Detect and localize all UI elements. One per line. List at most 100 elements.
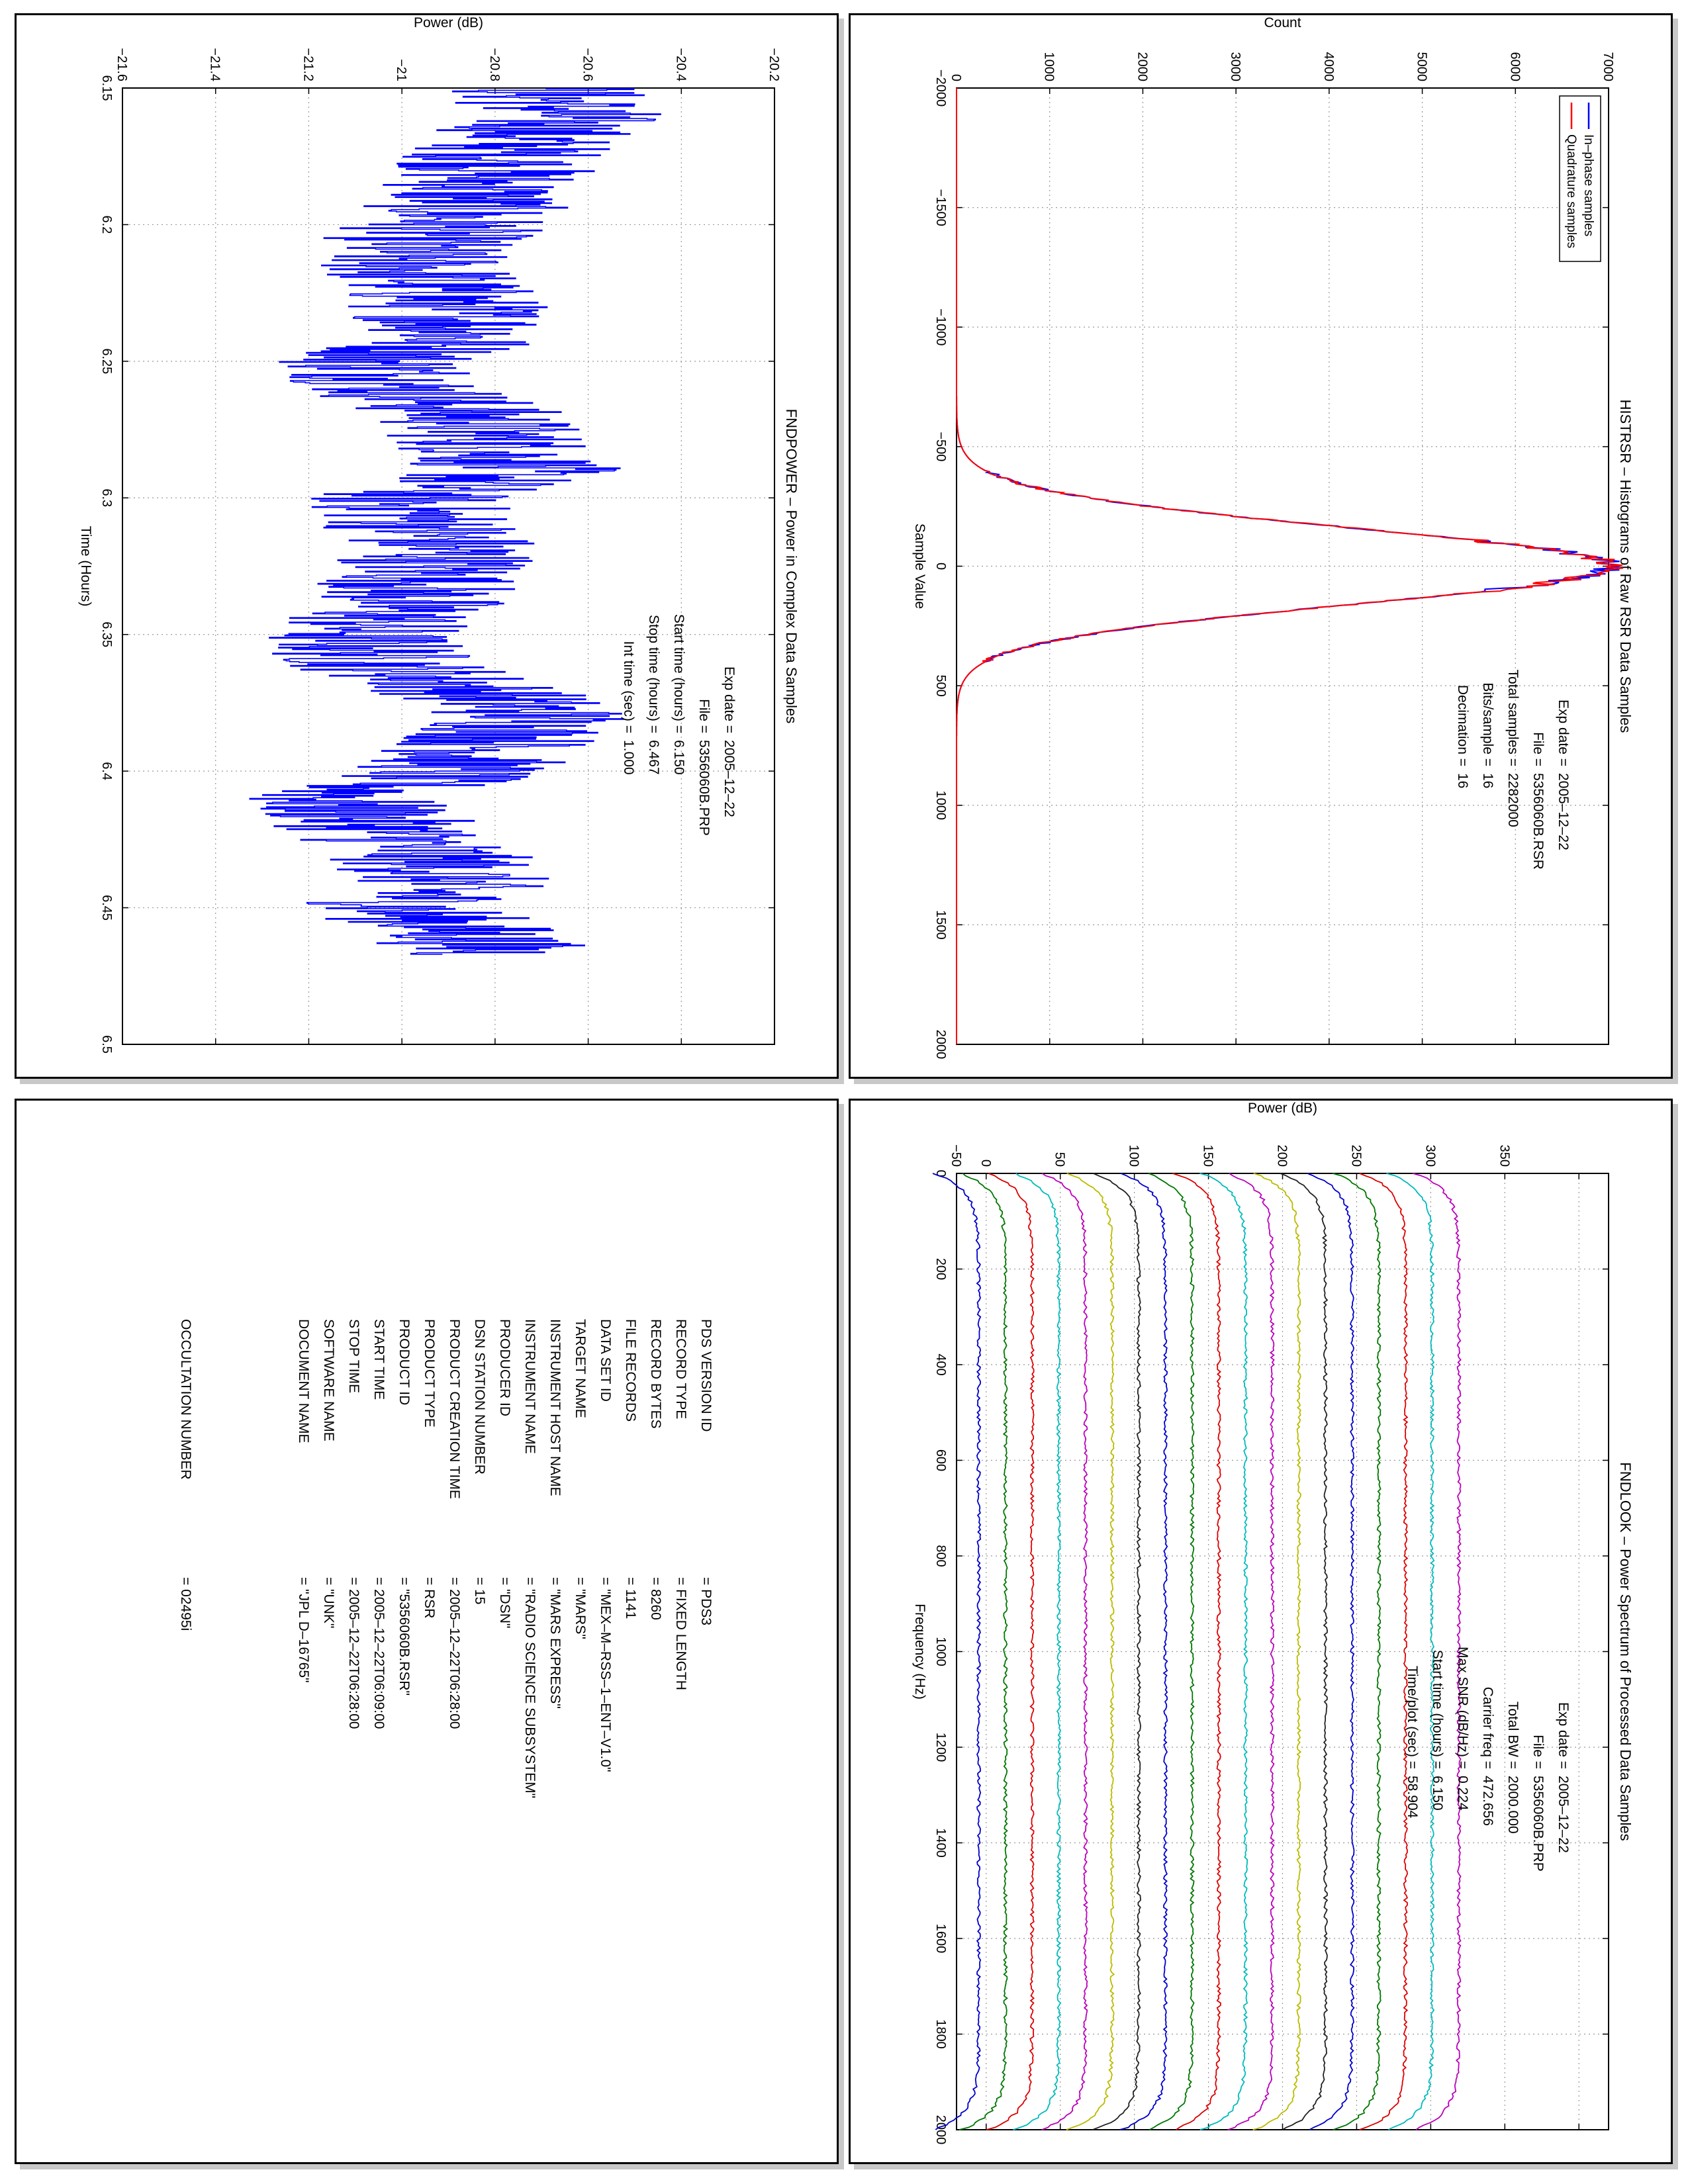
look-info-label: Max SNR (dB/Hz) = xyxy=(1455,1647,1470,1769)
hist-info-label: Decimation = xyxy=(1455,685,1470,766)
look-info-value: 2000.000 xyxy=(1505,1776,1521,1834)
spectrum-series-line xyxy=(986,1173,1035,2130)
x-tick-label: 200 xyxy=(933,1258,948,1280)
spectrum-series-line xyxy=(959,1173,1009,2130)
power-info-value: 6.150 xyxy=(671,740,686,775)
power-info-value: 1.000 xyxy=(621,740,636,775)
hist-info-value: 5356060B.RSR xyxy=(1530,773,1546,870)
x-tick-label: 1000 xyxy=(933,791,948,821)
look-info-value: 5356060B.PRP xyxy=(1530,1776,1546,1872)
look-info-label: Total BW = xyxy=(1505,1702,1521,1769)
legend-box xyxy=(1559,95,1601,262)
spectrum-series-line xyxy=(1172,1173,1222,2130)
look-info-label: Start time (hours) = xyxy=(1430,1650,1445,1769)
pds-label-panel: PDS VERSION ID = PDS3 RECORD TYPE = FIXED L… xyxy=(15,1099,839,2164)
y-tick-label: 6000 xyxy=(1507,52,1522,82)
x-axis-label: Sample Value xyxy=(912,523,927,609)
x-tick-label: 1400 xyxy=(933,1828,948,1858)
y-tick-label: 0 xyxy=(978,1160,993,1167)
x-tick-label: −1500 xyxy=(933,189,948,226)
fndlook-chart: 0200400600800100012001400160018002000−50… xyxy=(912,1101,1634,2145)
x-tick-label: 1500 xyxy=(933,910,948,940)
occultation-key: OCCULTATION NUMBER xyxy=(178,1319,193,1480)
power-info-label: File = xyxy=(696,699,712,733)
spectrum-series-line xyxy=(1386,1173,1435,2130)
look-info-value: 0.224 xyxy=(1455,1776,1470,1811)
label-value: = 2005–12–22T06:09:00 xyxy=(371,1577,387,1729)
label-value: = "5356060B.RSR" xyxy=(397,1577,412,1696)
label-key: DOCUMENT NAME xyxy=(296,1319,311,1443)
quadrature-series-line xyxy=(956,88,1624,1044)
spectrum-series-line xyxy=(1041,1173,1088,2130)
x-tick-label: 6.25 xyxy=(99,348,114,374)
label-value: = 15 xyxy=(472,1577,487,1604)
y-tick-label: −21.6 xyxy=(115,48,129,81)
pds-label-text: PDS VERSION ID = PDS3 RECORD TYPE = FIXED L… xyxy=(178,1319,714,1798)
x-tick-label: 2000 xyxy=(933,2115,948,2145)
y-tick-label: 4000 xyxy=(1321,52,1336,82)
power-info-label: Start time (hours) = xyxy=(671,614,686,733)
fndpower-chart: 6.15 6.2 6.25 6.3 6.35 6.4 6.45 6.5 −21.6 −21.4 −2… xyxy=(78,15,800,1054)
y-axis-label: Power (dB) xyxy=(1248,1101,1317,1116)
legend-entry: In–phase samples xyxy=(1581,134,1595,236)
x-axis-label: Frequency (Hz) xyxy=(912,1604,927,1700)
power-info-value: 6.467 xyxy=(646,740,661,775)
x-tick-label: 800 xyxy=(933,1545,948,1567)
power-info-label: Exp date = xyxy=(722,666,737,733)
hist-info-label: File = xyxy=(1530,732,1546,766)
label-key: SOFTWARE NAME xyxy=(321,1319,336,1441)
x-tick-label: 6.2 xyxy=(99,216,114,234)
label-value: = 1141 xyxy=(623,1577,638,1619)
label-key: PRODUCT TYPE xyxy=(422,1319,437,1428)
x-tick-label: 400 xyxy=(933,1353,948,1375)
hist-info-label: Exp date = xyxy=(1556,700,1571,766)
x-tick-label: 1000 xyxy=(933,1637,948,1666)
y-axis-label: Count xyxy=(1264,15,1301,30)
label-key: PRODUCT CREATION TIME xyxy=(447,1319,462,1499)
label-value: = "RADIO SCIENCE SUBSYSTEM" xyxy=(522,1577,538,1798)
y-tick-label: −20.8 xyxy=(487,48,502,81)
spectrum-series-line xyxy=(1280,1173,1329,2130)
hist-info-value: 2282000 xyxy=(1505,773,1521,827)
y-tick-label: 250 xyxy=(1348,1145,1363,1167)
y-tick-label: −21.4 xyxy=(208,48,222,81)
x-tick-label: 6.15 xyxy=(99,75,114,101)
spectrum-series-line xyxy=(1092,1173,1142,2130)
x-tick-label: 0 xyxy=(933,563,948,570)
spectrum-series-line xyxy=(1307,1173,1355,2130)
label-value: = FIXED LENGTH xyxy=(673,1577,688,1690)
y-axis-label: Power (dB) xyxy=(414,15,483,30)
look-info-label: Time/plot (sec) = xyxy=(1405,1666,1420,1769)
spectrum-series-line xyxy=(932,1173,982,2130)
label-key: INSTRUMENT HOST NAME xyxy=(547,1319,563,1496)
y-tick-label: −21 xyxy=(394,59,408,81)
plot-frame xyxy=(122,87,775,1045)
y-tick-label: 100 xyxy=(1127,1145,1141,1167)
label-value: = 2005–12–22T06:28:00 xyxy=(447,1577,462,1729)
label-value: = "DSN" xyxy=(497,1577,512,1628)
look-info-value: 58.904 xyxy=(1405,1776,1420,1819)
x-axis-label: Time (Hours) xyxy=(78,526,93,607)
label-value: = "UNK" xyxy=(321,1577,336,1628)
histrsr-chart: −2000 −1500 −1000 −500 0 500 1000 1500 2000 0 1000… xyxy=(912,15,1634,1059)
label-key: FILE RECORDS xyxy=(623,1319,638,1422)
chart-title: FNDPOWER – Power in Complex Data Samples xyxy=(783,409,800,724)
y-tick-label: −20.2 xyxy=(767,48,781,81)
x-tick-label: 600 xyxy=(933,1449,948,1471)
y-tick-label: 5000 xyxy=(1415,52,1429,82)
label-key: DATA SET ID xyxy=(598,1319,613,1402)
y-tick-label: −21.2 xyxy=(301,48,315,81)
label-value: = "MARS EXPRESS" xyxy=(547,1577,563,1709)
x-tick-label: 6.4 xyxy=(99,762,114,780)
label-value: = PDS3 xyxy=(698,1577,714,1625)
look-info-value: 472.656 xyxy=(1480,1776,1495,1826)
spectrum-series-line xyxy=(1013,1173,1062,2130)
occultation-value: = 02495i xyxy=(178,1577,193,1631)
label-key: START TIME xyxy=(371,1319,387,1400)
hist-info-label: Bits/sample = xyxy=(1480,682,1495,766)
y-tick-label: 2000 xyxy=(1135,52,1149,82)
hist-info-label: Total samples = xyxy=(1505,670,1521,767)
y-tick-label: 150 xyxy=(1201,1145,1215,1167)
x-tick-label: 6.3 xyxy=(99,488,114,507)
